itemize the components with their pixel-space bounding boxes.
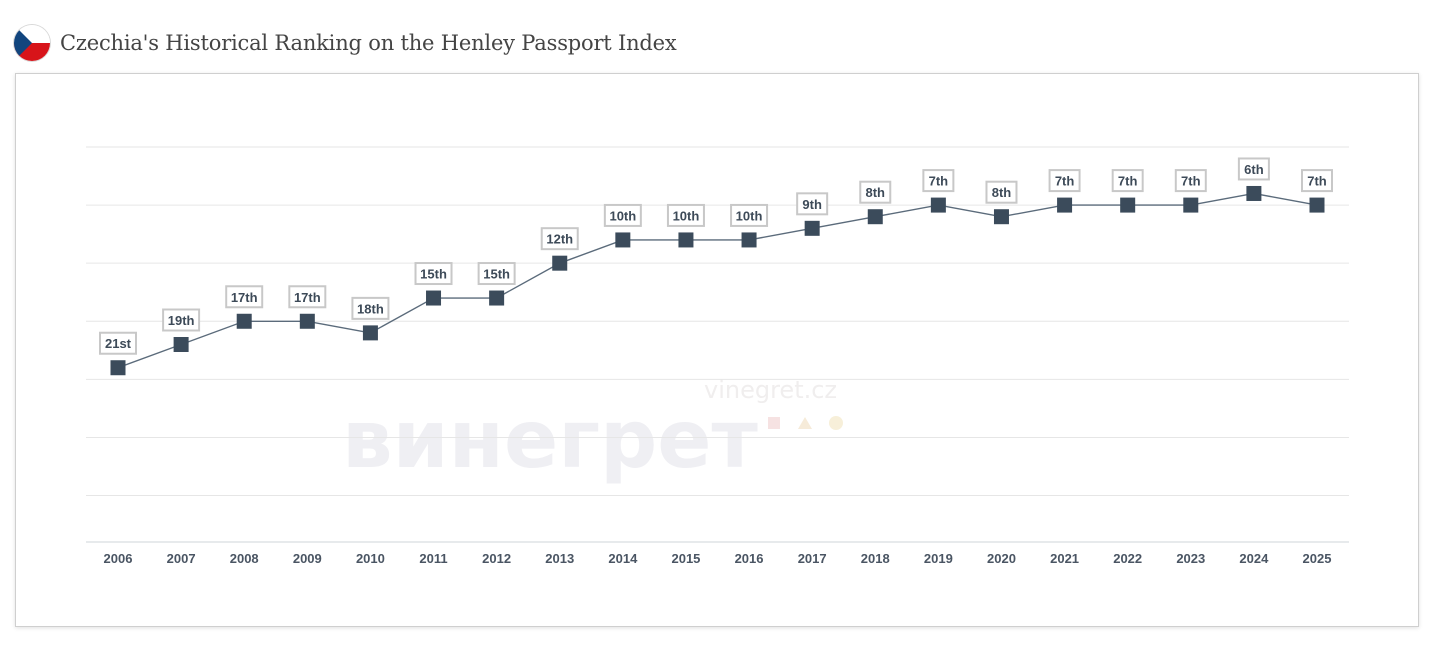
x-tick-label: 2016 <box>735 551 764 566</box>
x-tick-label: 2013 <box>545 551 574 566</box>
x-tick-label: 2022 <box>1113 551 1142 566</box>
x-tick-label: 2018 <box>861 551 890 566</box>
data-label-box <box>796 192 829 216</box>
data-point-marker <box>236 313 252 329</box>
data-label: 7th <box>1307 174 1327 189</box>
data-label-box <box>666 203 705 227</box>
data-point-marker <box>678 232 694 248</box>
x-tick-label: 2023 <box>1176 551 1205 566</box>
data-label-box <box>603 203 642 227</box>
data-point-marker <box>993 209 1009 225</box>
data-point-marker <box>1246 185 1262 201</box>
watermark-square-icon <box>768 417 780 429</box>
watermark-logo-text: винегрет <box>342 393 759 486</box>
x-tick-label: 2024 <box>1239 551 1269 566</box>
data-label-box <box>1301 169 1333 193</box>
data-label-box <box>414 262 453 286</box>
data-label: 15th <box>483 267 510 282</box>
x-axis: 2006 2007 2008 2009 2010 2011 2012 2013 2014 2015… <box>104 551 1332 566</box>
x-tick-label: 2019 <box>924 551 953 566</box>
series-line <box>117 192 1318 369</box>
data-label-box <box>288 285 327 309</box>
data-point-marker <box>804 220 820 236</box>
data-label-box <box>859 180 892 204</box>
data-label: 15th <box>420 267 447 282</box>
x-tick-label: 2017 <box>798 551 827 566</box>
data-point-marker <box>1120 197 1136 213</box>
data-label: 12th <box>546 232 573 247</box>
data-markers <box>110 185 1325 376</box>
series-line-path <box>117 192 1318 369</box>
data-label: 7th <box>929 174 949 189</box>
x-tick-label: 2021 <box>1050 551 1079 566</box>
data-point-marker <box>173 337 189 352</box>
data-point-marker <box>362 325 378 341</box>
chart-header: Czechia's Historical Ranking on the Henl… <box>14 24 677 62</box>
data-label: 21st <box>105 336 132 351</box>
data-label-box <box>730 203 769 227</box>
data-label-box <box>99 331 137 355</box>
data-point-marker <box>1309 197 1325 213</box>
x-tick-label: 2025 <box>1303 551 1332 566</box>
x-tick-label: 2010 <box>356 551 385 566</box>
line-chart: винегрет vinegret.cz 21st 19th 17th 17th 18t… <box>86 146 1349 566</box>
data-label: 9th <box>802 197 822 212</box>
chart-container: винегрет vinegret.cz 21st 19th 17th 17th 18t… <box>15 73 1419 627</box>
data-label: 8th <box>992 185 1012 200</box>
x-tick-label: 2020 <box>987 551 1016 566</box>
x-tick-label: 2015 <box>671 551 700 566</box>
data-point-marker <box>867 209 883 225</box>
data-point-marker <box>426 290 442 306</box>
x-tick-label: 2014 <box>608 551 638 566</box>
data-point-marker <box>110 360 126 376</box>
data-label: 10th <box>736 208 763 223</box>
data-label-box <box>1048 169 1081 193</box>
watermark-site-text: vinegret.cz <box>704 376 837 404</box>
data-label: 7th <box>1055 174 1075 189</box>
data-point-marker <box>930 197 946 213</box>
data-label-box <box>1237 157 1270 181</box>
page-title: Czechia's Historical Ranking on the Henl… <box>60 31 677 55</box>
data-label-box <box>162 308 201 332</box>
data-label: 17th <box>294 290 321 305</box>
data-label-box <box>1174 169 1207 193</box>
data-label-box <box>985 180 1018 204</box>
data-labels: 21st 19th 17th 17th 18th 15th 15th 12th 10th 10th… <box>99 157 1333 355</box>
x-tick-label: 2011 <box>419 551 447 566</box>
watermark-circle-icon <box>829 416 843 430</box>
x-tick-label: 2008 <box>230 551 259 566</box>
x-tick-label: 2006 <box>104 551 133 566</box>
x-tick-label: 2012 <box>482 551 511 566</box>
data-label-box <box>477 262 516 286</box>
data-label: 10th <box>609 208 636 223</box>
data-label: 17th <box>231 290 258 305</box>
data-point-marker <box>552 255 568 271</box>
watermark-triangle-icon <box>798 417 812 429</box>
data-label: 10th <box>673 208 700 223</box>
data-label: 7th <box>1118 174 1138 189</box>
data-label-box <box>1111 169 1144 193</box>
x-tick-label: 2007 <box>167 551 196 566</box>
data-label-box <box>351 296 390 320</box>
data-label: 19th <box>168 313 195 328</box>
data-label: 18th <box>357 301 384 316</box>
data-point-marker <box>741 232 757 248</box>
data-point-marker <box>489 290 505 306</box>
data-point-marker <box>615 232 631 248</box>
watermark: винегрет vinegret.cz <box>342 376 843 486</box>
data-point-marker <box>1057 197 1073 213</box>
data-label-box <box>922 169 955 193</box>
x-tick-label: 2009 <box>293 551 322 566</box>
data-label: 6th <box>1244 162 1264 177</box>
data-label-box <box>225 285 264 309</box>
data-label: 8th <box>866 185 886 200</box>
czech-flag-icon <box>14 25 50 61</box>
data-label: 7th <box>1181 174 1201 189</box>
data-label-box <box>540 227 579 251</box>
data-point-marker <box>299 313 315 329</box>
data-point-marker <box>1183 197 1199 213</box>
